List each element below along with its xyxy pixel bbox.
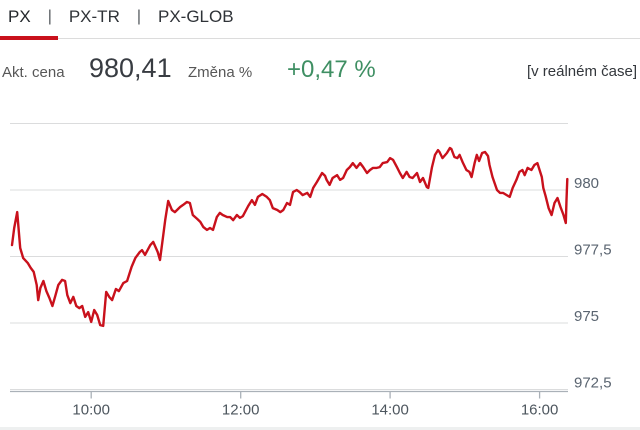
svg-text:977,5: 977,5 xyxy=(574,242,612,259)
tab-separator: | xyxy=(47,8,52,25)
tabbar-divider xyxy=(0,38,640,39)
tab-px[interactable]: PX xyxy=(8,7,31,26)
current-price-value: 980,41 xyxy=(89,53,172,83)
svg-text:16:00: 16:00 xyxy=(521,402,559,419)
svg-text:980: 980 xyxy=(574,175,599,192)
px-intraday-chart: 10:00 12:00 14:00 16:00 980 977,5 975 972,5 xyxy=(0,110,640,430)
index-tabbar: PX | PX-TR | PX-GLOB xyxy=(8,7,234,27)
tab-separator: | xyxy=(136,8,141,25)
tab-px-glob[interactable]: PX-GLOB xyxy=(158,7,234,26)
px-intraday-chart-svg: 10:00 12:00 14:00 16:00 980 977,5 975 972,5 xyxy=(10,123,612,419)
svg-text:975: 975 xyxy=(574,308,599,325)
change-percent-label: Změna % xyxy=(188,64,253,81)
active-tab-underline xyxy=(0,36,58,40)
svg-text:972,5: 972,5 xyxy=(574,375,612,392)
bottom-strip xyxy=(0,427,640,430)
current-price-label: Akt. cena xyxy=(2,64,65,81)
svg-text:10:00: 10:00 xyxy=(72,402,110,419)
realtime-note: [v reálném čase] xyxy=(526,63,637,80)
svg-text:14:00: 14:00 xyxy=(371,402,409,419)
change-percent-value: +0,47 % xyxy=(287,56,376,83)
svg-text:12:00: 12:00 xyxy=(222,402,260,419)
tab-px-tr[interactable]: PX-TR xyxy=(68,7,120,26)
